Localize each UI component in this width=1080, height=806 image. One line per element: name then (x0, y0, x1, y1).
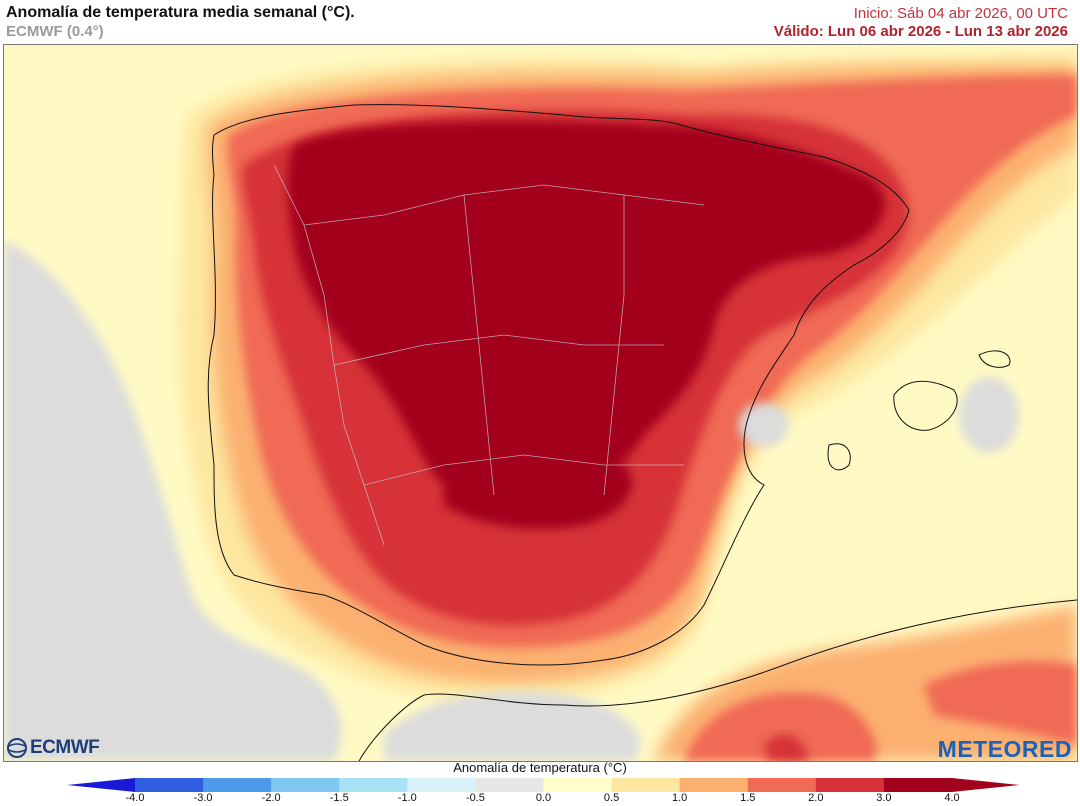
legend-colorbar (67, 778, 1020, 792)
legend-swatch (747, 778, 817, 792)
anomaly-above-4-field (287, 121, 885, 496)
administrative-borders (273, 164, 705, 546)
legend-swatch (135, 778, 204, 792)
legend-swatch (611, 778, 681, 792)
legend-tick-label: -0.5 (465, 792, 485, 804)
meteored-logo: METEORED (937, 736, 1072, 762)
legend-tick-label: 0.5 (603, 792, 620, 804)
legend-tick-label: 0.0 (535, 792, 552, 804)
ecmwf-logo: ECMWF (6, 737, 100, 759)
ecmwf-logo-text: ECMWF (30, 737, 100, 758)
legend-tick-label: -3.0 (193, 792, 213, 804)
legend-swatch (815, 778, 885, 792)
mediterranean-neutral-patch (739, 403, 789, 447)
africa-coastline (358, 599, 1077, 761)
legend-arrow-left (67, 778, 135, 792)
legend-ticks: -4.0 -3.0 -2.0 -1.5 -1.0 -0.5 0.0 0.5 1.0 1.5 2.0 3… (0, 792, 1080, 806)
ecmwf-globe-icon (7, 738, 27, 758)
africa-2-3-field (684, 692, 877, 761)
legend-tick-label: -4.0 (125, 792, 145, 804)
legend-arrow-right (952, 778, 1020, 792)
anomaly-map[interactable] (3, 44, 1078, 762)
atlantic-neutral-zone (4, 240, 342, 761)
header: Anomalía de temperatura media semanal (°… (0, 0, 1080, 44)
legend-tick-label: 1.5 (740, 792, 756, 804)
alboran-neutral-zone (384, 691, 641, 761)
legend-swatch (271, 778, 340, 792)
legend-tick-label: -1.0 (397, 792, 417, 804)
legend-swatch (543, 778, 613, 792)
legend-tick-label: 4.0 (944, 792, 960, 804)
legend-tick-label: -2.0 (261, 792, 281, 804)
legend-tick-label: 2.0 (808, 792, 824, 804)
page-title: Anomalía de temperatura media semanal (°… (6, 4, 355, 21)
africa-3-4-patch (764, 734, 809, 761)
anomaly-above-4-field-south (444, 451, 632, 529)
valid-period: Válido: Lun 06 abr 2026 - Lun 13 abr 202… (773, 23, 1068, 40)
legend-swatch (475, 778, 544, 792)
mallorca-coastline (893, 380, 958, 431)
menorca-coastline (978, 350, 1011, 368)
model-subtitle: ECMWF (0.4°) (6, 23, 104, 40)
sardinia-neutral-patch (959, 377, 1019, 453)
legend-title: Anomalía de temperatura (°C) (453, 760, 627, 775)
legend-swatch (679, 778, 749, 792)
init-time: Inicio: Sáb 04 abr 2026, 00 UTC (853, 5, 1068, 22)
iberia-coastline (207, 104, 910, 666)
legend-tick-label: 3.0 (876, 792, 892, 804)
legend-swatch (339, 778, 408, 792)
ibiza-coastline (827, 443, 851, 471)
legend-swatch (883, 778, 953, 792)
africa-2-3-field-east (924, 661, 1077, 745)
legend-swatch (407, 778, 476, 792)
legend-tick-label: -1.5 (329, 792, 349, 804)
legend-swatch (203, 778, 272, 792)
legend-tick-label: 1.0 (672, 792, 688, 804)
map-canvas (4, 45, 1077, 761)
